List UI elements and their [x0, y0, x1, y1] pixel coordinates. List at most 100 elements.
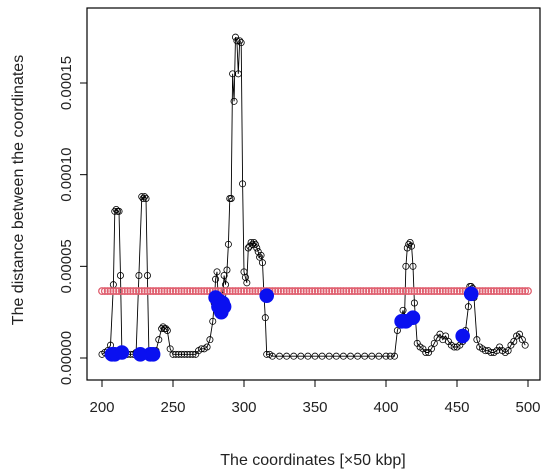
series-point	[169, 350, 177, 358]
threshold-point	[157, 287, 166, 296]
series-point	[318, 352, 326, 360]
series-point	[510, 337, 518, 345]
series-point	[283, 352, 291, 360]
series-point	[409, 262, 417, 270]
threshold-point	[311, 287, 319, 296]
highlight-point	[145, 347, 161, 362]
series-point	[399, 306, 407, 314]
series-point	[473, 336, 481, 344]
series-point	[410, 299, 418, 307]
threshold-point	[197, 287, 206, 296]
threshold-point	[103, 287, 112, 296]
threshold-point	[98, 287, 106, 296]
series-point	[180, 350, 188, 358]
series-point	[240, 268, 248, 276]
series-point	[220, 271, 228, 279]
threshold-point	[245, 287, 254, 296]
threshold-point	[384, 287, 393, 296]
threshold-point	[194, 287, 203, 296]
threshold-point	[447, 287, 456, 296]
threshold-point	[328, 287, 336, 296]
threshold-point	[416, 287, 425, 296]
series-point	[212, 275, 220, 283]
threshold-point	[430, 287, 439, 296]
threshold-point	[188, 287, 197, 296]
series-point	[111, 207, 119, 215]
threshold-point	[100, 287, 109, 296]
threshold-point	[152, 287, 160, 296]
x-tick-label: 400	[373, 399, 398, 416]
series-point	[386, 352, 394, 360]
series-point	[256, 253, 264, 261]
series-point	[247, 238, 255, 246]
series-point	[241, 273, 249, 281]
threshold-point	[166, 287, 175, 296]
threshold-point	[112, 287, 121, 296]
series-point	[332, 352, 340, 360]
y-axis: 0.00000 0.00005 0.00010 0.00015	[58, 56, 88, 385]
plot-frame	[86, 7, 541, 381]
series-point	[504, 347, 512, 355]
threshold-point	[401, 287, 410, 296]
series-point	[139, 194, 147, 202]
series-point	[143, 271, 151, 279]
threshold-point	[282, 287, 291, 296]
series-point	[116, 271, 124, 279]
threshold-point	[336, 287, 345, 296]
threshold-point	[203, 287, 212, 296]
y-tick-label: 0.00015	[58, 56, 75, 110]
threshold-point	[427, 287, 436, 296]
threshold-point	[413, 287, 422, 296]
highlight-point	[216, 299, 232, 314]
threshold-point	[504, 287, 513, 296]
threshold-point	[322, 287, 331, 296]
threshold-point	[294, 287, 302, 296]
series-point	[521, 341, 529, 349]
series-point	[243, 279, 251, 287]
series-point	[203, 343, 211, 351]
series-point	[233, 37, 241, 45]
threshold-point	[421, 287, 430, 296]
threshold-point	[489, 287, 498, 296]
threshold-point	[146, 287, 155, 296]
threshold-point	[316, 287, 325, 296]
threshold-point	[512, 287, 521, 296]
series-point	[223, 266, 231, 274]
threshold-point	[404, 287, 413, 296]
threshold-point	[362, 287, 371, 296]
series-point	[403, 244, 411, 252]
threshold-point	[174, 287, 183, 296]
threshold-point	[492, 287, 501, 296]
series-point	[163, 326, 171, 334]
series-point	[244, 244, 252, 252]
threshold-point	[487, 287, 496, 296]
threshold-point	[288, 287, 297, 296]
series-point	[236, 37, 244, 45]
threshold-point	[183, 287, 192, 296]
threshold-point	[356, 287, 365, 296]
series-point	[275, 352, 283, 360]
threshold-point	[134, 287, 143, 296]
threshold-point	[169, 287, 177, 296]
threshold-point	[333, 287, 342, 296]
series-point	[115, 207, 123, 215]
series-point	[175, 350, 183, 358]
series-point	[258, 259, 266, 267]
series-point	[408, 242, 416, 250]
threshold-point	[106, 287, 115, 296]
series-point	[354, 352, 362, 360]
threshold-point	[501, 287, 510, 296]
series-point	[237, 39, 245, 47]
threshold-point	[291, 287, 300, 296]
highlight-point	[114, 345, 130, 360]
threshold-point	[160, 287, 169, 296]
series-point	[297, 352, 305, 360]
threshold-point	[330, 287, 339, 296]
threshold-point	[325, 287, 334, 296]
threshold-point	[396, 287, 405, 296]
threshold-point	[129, 287, 138, 296]
threshold-point	[319, 287, 328, 296]
series-point	[178, 350, 186, 358]
threshold-point	[436, 287, 444, 296]
threshold-point	[515, 287, 524, 296]
